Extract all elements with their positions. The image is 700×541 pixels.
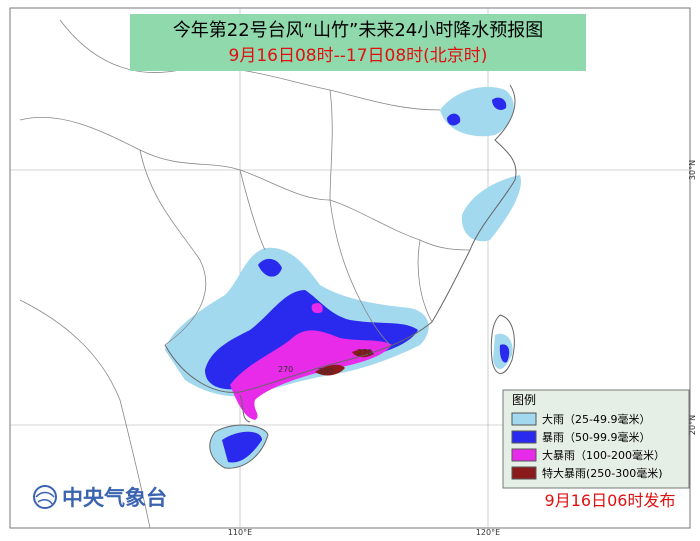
longitude-label: 110°E xyxy=(228,528,252,537)
title: 今年第22号台风“山竹”未来24小时降水预报图 xyxy=(173,20,543,41)
rain-area xyxy=(447,113,461,126)
issue-time: 9月16日06时发布 xyxy=(545,491,676,510)
latitude-label: 30°N xyxy=(688,160,697,180)
logo-icon xyxy=(33,485,57,509)
frame xyxy=(9,7,691,529)
rain-area xyxy=(222,431,262,463)
legend: 图例 大雨（25-49.9毫米） 暴雨（50-99.9毫米） 大暴雨（100-200… xyxy=(502,389,690,489)
border xyxy=(19,299,151,529)
title-box xyxy=(130,14,586,71)
legend-swatch xyxy=(511,466,537,480)
logo-icon xyxy=(35,491,55,505)
value-label: 300 xyxy=(318,367,333,376)
latitude-label: 20°N xyxy=(688,415,697,435)
border xyxy=(239,169,266,251)
rain-area xyxy=(311,302,323,314)
border xyxy=(329,199,391,346)
agency: 中央气象台 xyxy=(62,486,167,510)
subtitle: 9月16日08时--17日08时(北京时) xyxy=(229,46,488,66)
coastline xyxy=(209,424,269,469)
legend-label: 暴雨（50-99.9毫米） xyxy=(542,430,650,444)
coastline xyxy=(164,84,517,393)
rain-area xyxy=(230,330,392,420)
logo: 中央气象台 xyxy=(33,485,167,510)
border xyxy=(19,116,471,251)
coastline xyxy=(490,314,515,374)
rain-area xyxy=(258,258,282,277)
legend-title: 图例 xyxy=(512,393,536,407)
border xyxy=(139,149,207,346)
longitude-label: 120°E xyxy=(476,528,500,537)
legend-swatch xyxy=(511,430,537,444)
border xyxy=(329,89,333,201)
rain-areas xyxy=(165,86,521,469)
rain-area xyxy=(315,364,345,376)
rain-area xyxy=(499,344,510,363)
legend-label: 特大暴雨(250-300毫米) xyxy=(542,466,663,480)
legend-label: 大暴雨（100-200毫米） xyxy=(542,448,665,462)
legend-swatch xyxy=(511,412,537,426)
rain-area xyxy=(352,349,374,358)
coastline xyxy=(239,394,251,423)
value-label: 270 xyxy=(278,365,293,374)
legend-swatch xyxy=(511,448,537,462)
rain-area xyxy=(461,175,521,242)
border xyxy=(417,239,433,323)
value-label: 270 xyxy=(357,348,372,357)
rain-area xyxy=(492,97,507,111)
legend-label: 大雨（25-49.9毫米） xyxy=(542,412,650,426)
